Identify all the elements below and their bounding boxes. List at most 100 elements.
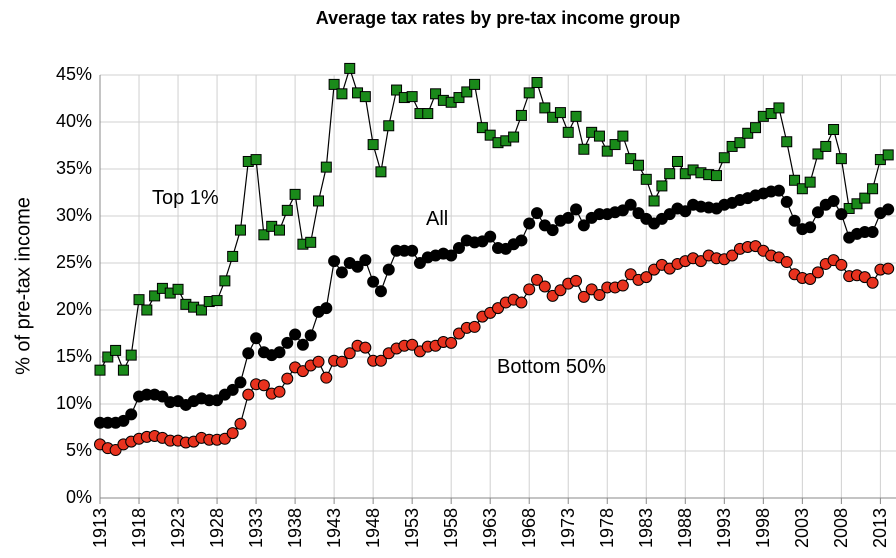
marker <box>578 143 590 155</box>
marker <box>570 110 582 122</box>
marker <box>570 203 583 216</box>
marker <box>523 217 536 230</box>
marker <box>273 346 286 359</box>
marker <box>616 279 629 292</box>
annotation: All <box>426 208 448 230</box>
marker <box>461 86 473 98</box>
marker <box>281 336 294 349</box>
marker <box>811 266 824 279</box>
marker <box>539 102 551 114</box>
marker <box>781 136 793 148</box>
marker <box>383 120 395 132</box>
marker <box>484 129 496 141</box>
y-tick-label: 30% <box>56 205 92 225</box>
marker <box>859 192 871 204</box>
marker <box>711 170 723 182</box>
marker <box>664 168 676 180</box>
marker <box>289 328 302 341</box>
y-tick-label: 25% <box>56 252 92 272</box>
marker <box>554 284 567 297</box>
y-axis-label: % of pre-tax income <box>12 197 34 375</box>
x-tick-label: 2013 <box>870 508 890 548</box>
marker <box>780 256 793 269</box>
marker <box>515 234 528 247</box>
marker <box>422 108 434 120</box>
marker <box>242 347 255 360</box>
marker <box>742 127 754 139</box>
marker <box>320 302 333 315</box>
marker <box>351 260 364 273</box>
marker <box>820 140 832 152</box>
marker <box>484 230 497 243</box>
marker <box>609 139 621 151</box>
x-tick-label: 1928 <box>207 508 227 548</box>
marker <box>367 275 380 288</box>
marker <box>515 296 528 309</box>
marker <box>343 347 356 360</box>
marker <box>102 351 114 363</box>
marker <box>335 266 348 279</box>
series-line <box>99 245 889 451</box>
marker <box>640 173 652 185</box>
marker <box>734 137 746 149</box>
marker <box>811 206 824 219</box>
y-tick-label: 0% <box>66 487 92 507</box>
marker <box>828 124 840 136</box>
marker <box>172 283 184 295</box>
marker <box>110 344 122 356</box>
marker <box>296 338 309 351</box>
marker <box>625 153 637 165</box>
marker <box>328 255 341 268</box>
y-tick-label: 15% <box>56 346 92 366</box>
y-tick-label: 40% <box>56 111 92 131</box>
marker <box>374 354 387 367</box>
marker <box>328 78 340 90</box>
x-tick-label: 1968 <box>519 508 539 548</box>
marker <box>305 236 317 248</box>
marker <box>788 214 801 227</box>
marker <box>234 376 247 389</box>
marker <box>250 154 262 166</box>
marker <box>320 371 333 384</box>
x-tick-label: 1998 <box>753 508 773 548</box>
marker <box>679 205 692 218</box>
y-tick-label: 5% <box>66 440 92 460</box>
marker <box>577 290 590 303</box>
x-tick-label: 1923 <box>168 508 188 548</box>
marker <box>531 207 544 220</box>
marker <box>656 180 668 192</box>
marker <box>789 174 801 186</box>
marker <box>469 78 481 90</box>
marker <box>452 241 465 254</box>
marker <box>624 198 637 211</box>
marker <box>765 108 777 120</box>
x-tick-label: 2008 <box>831 508 851 548</box>
marker <box>515 109 527 121</box>
marker <box>453 92 465 104</box>
marker <box>531 77 543 89</box>
marker <box>468 320 481 333</box>
marker <box>882 203 895 216</box>
marker <box>281 372 294 385</box>
marker <box>117 364 129 376</box>
x-tick-label: 1943 <box>324 508 344 548</box>
marker <box>234 417 247 430</box>
marker <box>234 224 246 236</box>
marker <box>257 379 270 392</box>
plot <box>94 62 895 457</box>
annotation: Top 1% <box>152 187 219 209</box>
y-tick-label: 45% <box>56 64 92 84</box>
marker <box>531 273 544 286</box>
marker <box>375 166 387 178</box>
marker <box>882 262 895 275</box>
marker <box>250 332 263 345</box>
marker <box>289 188 301 200</box>
y-tick-label: 35% <box>56 158 92 178</box>
annotation: Bottom 50% <box>497 356 606 378</box>
marker <box>718 152 730 164</box>
marker <box>577 219 590 232</box>
marker <box>313 195 325 207</box>
x-tick-label: 1958 <box>441 508 461 548</box>
marker <box>772 184 785 197</box>
